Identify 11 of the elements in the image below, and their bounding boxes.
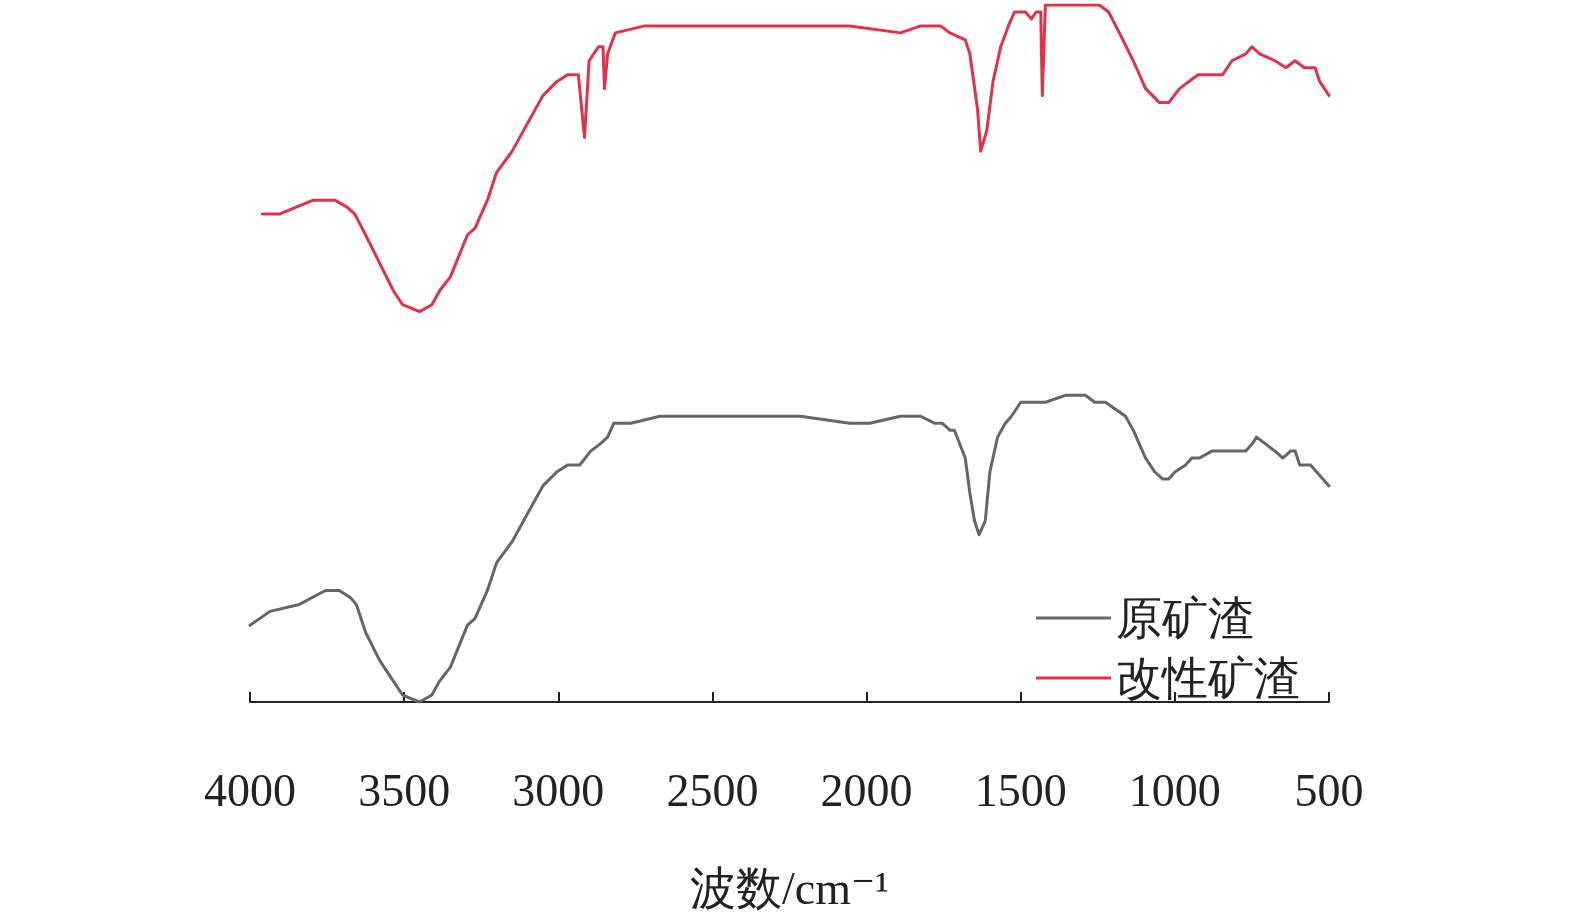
x-tick-label: 2000 (820, 764, 913, 816)
x-tick-label: 500 (1294, 764, 1364, 816)
x-tick-label: 1000 (1128, 764, 1221, 816)
x-tick-label: 2500 (666, 764, 759, 816)
x-axis-title: 波数/cm⁻¹ (689, 862, 890, 914)
x-tick-label: 3500 (358, 764, 451, 816)
x-tick-label: 3000 (512, 764, 605, 816)
legend-label: 原矿渣 (1116, 592, 1254, 644)
x-tick-label: 4000 (204, 764, 296, 816)
legend-label: 改性矿渣 (1116, 652, 1300, 704)
x-tick-label: 1500 (974, 764, 1067, 816)
